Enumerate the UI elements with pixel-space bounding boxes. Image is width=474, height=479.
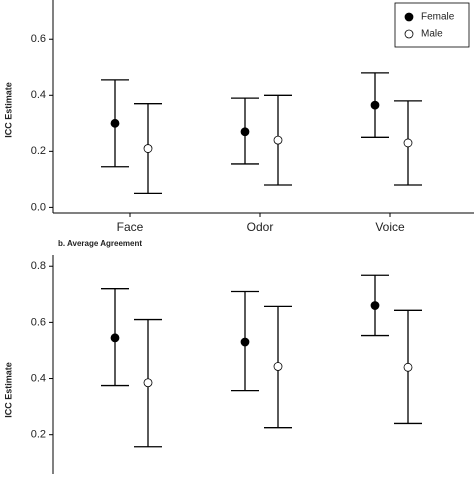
y-tick-label: 0.8 bbox=[31, 260, 46, 272]
point bbox=[403, 362, 413, 372]
point bbox=[143, 144, 153, 153]
x-tick-label: Face bbox=[117, 220, 144, 234]
y-tick-label: 0.2 bbox=[31, 145, 46, 157]
y-axis-label: ICC Estimate bbox=[3, 362, 13, 418]
point bbox=[370, 301, 380, 310]
point bbox=[370, 100, 380, 110]
y-axis-label: ICC Estimate bbox=[3, 82, 13, 138]
y-tick-label: 0.2 bbox=[31, 429, 46, 441]
panel-title: b. Average Agreement bbox=[58, 239, 142, 248]
legend-label: Male bbox=[421, 29, 443, 40]
y-tick-label: 0.4 bbox=[31, 372, 46, 384]
x-tick-label: Voice bbox=[375, 220, 405, 234]
point bbox=[273, 135, 283, 145]
legend-label: Female bbox=[421, 12, 455, 23]
legend-marker bbox=[404, 12, 414, 22]
legend-box bbox=[394, 2, 470, 48]
point bbox=[110, 118, 120, 128]
legend-marker bbox=[404, 29, 414, 39]
point bbox=[273, 362, 283, 371]
point bbox=[110, 333, 120, 343]
point bbox=[143, 378, 153, 388]
point bbox=[240, 127, 250, 137]
y-tick-label: 0.0 bbox=[31, 201, 46, 213]
y-tick-label: 0.6 bbox=[31, 316, 46, 328]
point bbox=[240, 337, 250, 347]
y-tick-label: 0.6 bbox=[31, 33, 46, 45]
x-tick-label: Odor bbox=[247, 220, 274, 234]
point bbox=[403, 138, 413, 148]
y-tick-label: 0.4 bbox=[31, 89, 46, 101]
